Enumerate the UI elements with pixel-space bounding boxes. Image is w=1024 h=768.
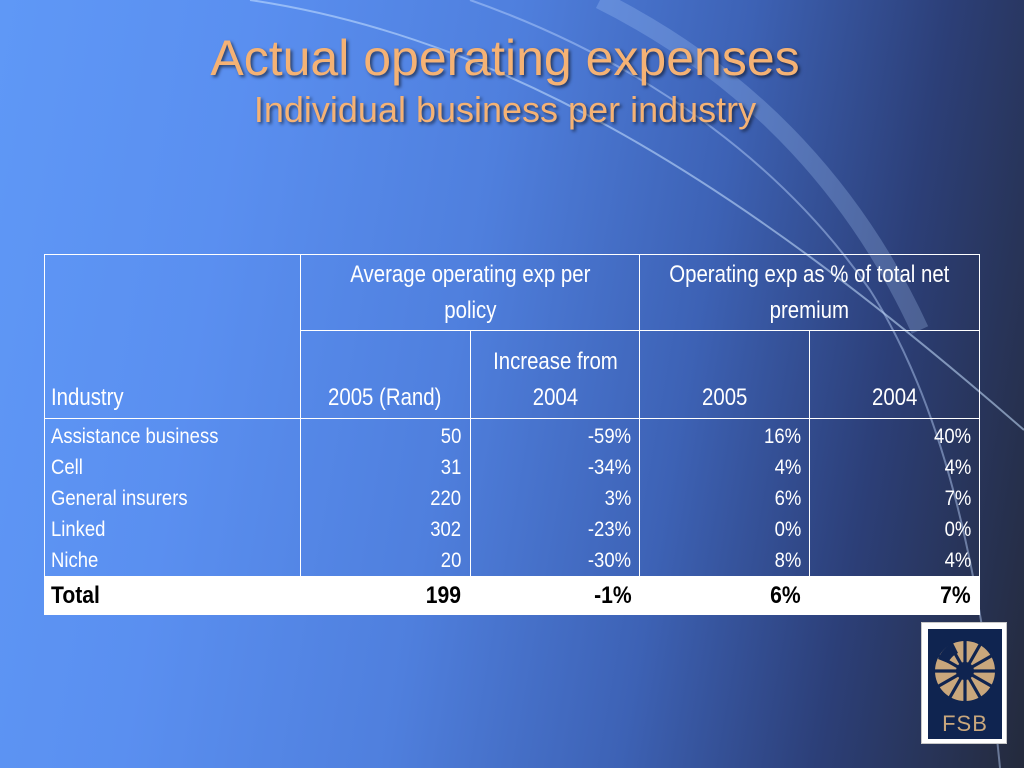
cell-pct2005: 0% xyxy=(639,514,811,545)
cell-industry: Linked xyxy=(44,514,301,545)
cell-pct2004: 4% xyxy=(809,452,980,483)
header-increase-from-2004: Increase from 2004 xyxy=(469,330,641,419)
slide-title: Actual operating expenses xyxy=(210,30,800,86)
cell-industry: Assistance business xyxy=(44,418,301,452)
header-pct-2005: 2005 xyxy=(639,330,811,419)
cell-avg2005: 20 xyxy=(300,545,471,577)
cell-pct2004: 40% xyxy=(809,418,980,452)
table-row: Assistance business 50 -59% 16% 40% xyxy=(44,418,980,452)
header-opex-pct-premium: Operating exp as % of total net premium xyxy=(639,254,980,331)
cell-avg2005: 220 xyxy=(300,483,471,514)
cell-industry: Cell xyxy=(44,452,301,483)
header-2005-rand: 2005 (Rand) xyxy=(299,330,471,419)
total-row: Total 199 -1% 6% 7% xyxy=(44,576,980,615)
cell-industry: General insurers xyxy=(44,483,301,514)
header-row-sub: 2005 (Rand) Increase from 2004 2005 2004 xyxy=(45,330,980,419)
header-pct-2004: 2004 xyxy=(809,330,980,419)
header-row-group: Industry Average operating exp per polic… xyxy=(44,254,980,419)
fsb-logo-text: FSB xyxy=(942,711,988,736)
total-avg2005: 199 xyxy=(300,576,471,615)
header-industry: Industry xyxy=(44,254,301,419)
total-pct2005: 6% xyxy=(639,576,811,615)
table-row: General insurers 220 3% 6% 7% xyxy=(44,483,980,514)
expenses-table: Industry Average operating exp per polic… xyxy=(44,254,980,615)
total-pct2004: 7% xyxy=(809,576,980,615)
total-label: Total xyxy=(44,576,301,615)
cell-avg2005: 50 xyxy=(300,418,471,452)
fsb-logo-panel: FSB xyxy=(928,629,1002,739)
fsb-logo: FSB xyxy=(921,622,1007,744)
fsb-emblem-icon xyxy=(933,639,997,703)
slide-subtitle: Individual business per industry xyxy=(253,89,757,130)
cell-avg2005: 31 xyxy=(300,452,471,483)
title-block: Actual operating expenses Individual bus… xyxy=(0,28,1010,132)
cell-pct2004: 7% xyxy=(809,483,980,514)
cell-pct2005: 6% xyxy=(639,483,811,514)
cell-increase: -23% xyxy=(470,514,641,545)
cell-industry: Niche xyxy=(44,545,301,577)
cell-pct2004: 0% xyxy=(809,514,980,545)
cell-increase: -34% xyxy=(470,452,641,483)
cell-increase: -30% xyxy=(470,545,641,577)
cell-avg2005: 302 xyxy=(300,514,471,545)
table-row: Niche 20 -30% 8% 4% xyxy=(44,545,980,577)
cell-pct2005: 8% xyxy=(639,545,811,577)
table-row: Linked 302 -23% 0% 0% xyxy=(44,514,980,545)
table-row: Cell 31 -34% 4% 4% xyxy=(44,452,980,483)
total-increase: -1% xyxy=(470,576,641,615)
header-avg-opex-per-policy: Average operating exp per policy xyxy=(299,254,641,331)
cell-increase: -59% xyxy=(470,418,641,452)
cell-pct2005: 4% xyxy=(639,452,811,483)
cell-increase: 3% xyxy=(470,483,641,514)
cell-pct2004: 4% xyxy=(809,545,980,577)
cell-pct2005: 16% xyxy=(639,418,811,452)
